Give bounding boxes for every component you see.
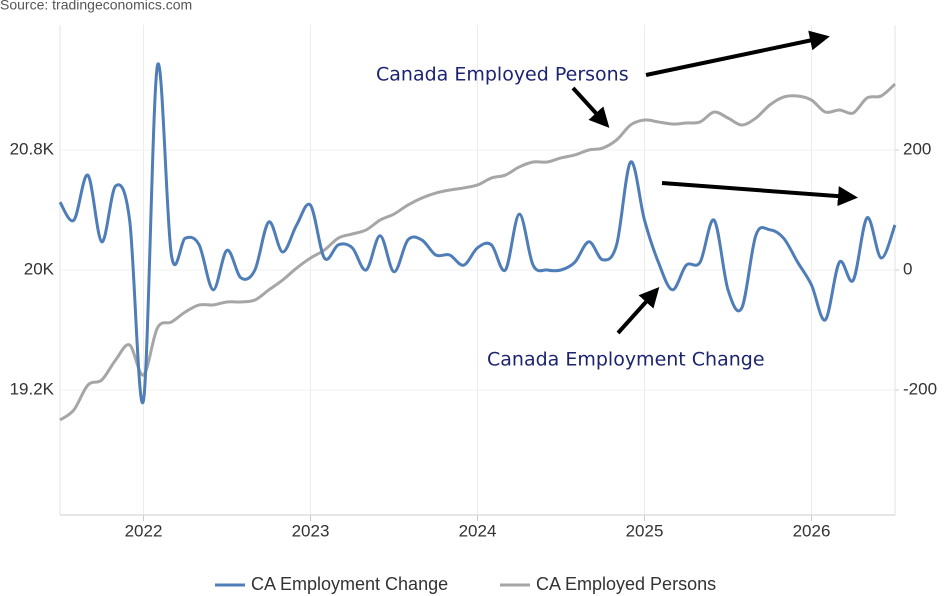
- x-tick-label: 2025: [626, 521, 664, 540]
- y-tick-label: 20K: [24, 259, 55, 278]
- annotation: Canada Employment Change: [487, 349, 765, 371]
- x-tick-label: 2024: [459, 521, 497, 540]
- legend-label: CA Employment Change: [251, 574, 448, 594]
- lines: [58, 62, 897, 422]
- y-tick-label: 19.2K: [10, 379, 55, 398]
- x-tick-label: 2022: [125, 521, 163, 540]
- y2-tick-label: 0: [903, 259, 912, 278]
- legend-label: CA Employed Persons: [536, 574, 716, 594]
- annotation: Canada Employed Persons: [376, 64, 629, 86]
- arrows: [571, 30, 858, 335]
- x-tick-label: 2026: [793, 521, 831, 540]
- x-tick-label: 2023: [292, 521, 330, 540]
- series-line: [59, 82, 897, 422]
- y-tick-label: 20.8K: [10, 139, 55, 158]
- y2-tick-label: -200: [903, 379, 937, 398]
- series-line: [58, 62, 897, 405]
- grid: [59, 25, 899, 521]
- source: Source: tradingeconomics.com: [0, 0, 192, 13]
- y2-tick-label: 200: [903, 139, 931, 158]
